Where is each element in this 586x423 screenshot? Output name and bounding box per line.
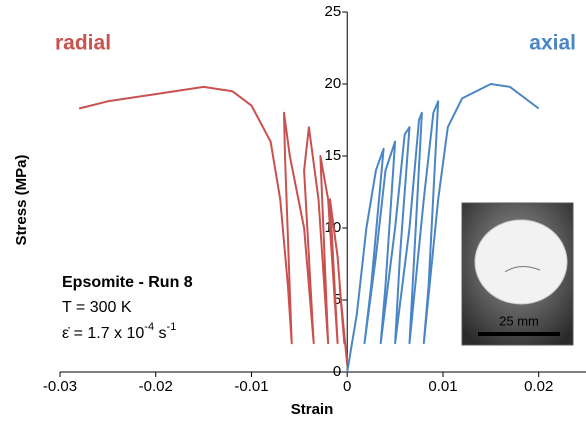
- y-tick-label: 5: [333, 291, 341, 308]
- series-label: axial: [529, 32, 576, 55]
- x-tick-label: 0.02: [524, 378, 553, 395]
- x-tick-label: -0.03: [43, 378, 77, 395]
- y-tick-label: 15: [325, 147, 342, 164]
- annotation-temperature: T = 300 K: [62, 299, 132, 316]
- annotation-title: Epsomite - Run 8: [62, 274, 193, 291]
- inset-photo: 25 mm: [461, 202, 574, 346]
- x-tick-label: 0.01: [428, 378, 457, 395]
- rate-base: ε̇ = 1.7 x 10: [62, 325, 144, 342]
- x-axis-title: Strain: [291, 401, 334, 418]
- x-tick-label: -0.02: [139, 378, 173, 395]
- y-tick-label: 20: [325, 75, 342, 92]
- x-tick-label: 0: [343, 378, 351, 395]
- rate-exp: -4: [144, 321, 154, 333]
- series-line: [78, 85, 349, 365]
- annotation-strain-rate: ε̇ = 1.7 x 10-4 s-1: [62, 321, 176, 342]
- inset-scale-label: 25 mm: [499, 313, 539, 328]
- y-tick-label: 25: [325, 3, 342, 20]
- rate-unit: s: [154, 325, 166, 342]
- series-line: [346, 83, 540, 373]
- y-tick-label: 0: [333, 363, 341, 380]
- unit-exp: -1: [167, 321, 177, 333]
- series-label: radial: [55, 32, 111, 55]
- x-tick-label: -0.01: [234, 378, 268, 395]
- y-axis-title: Stress (MPa): [13, 155, 30, 246]
